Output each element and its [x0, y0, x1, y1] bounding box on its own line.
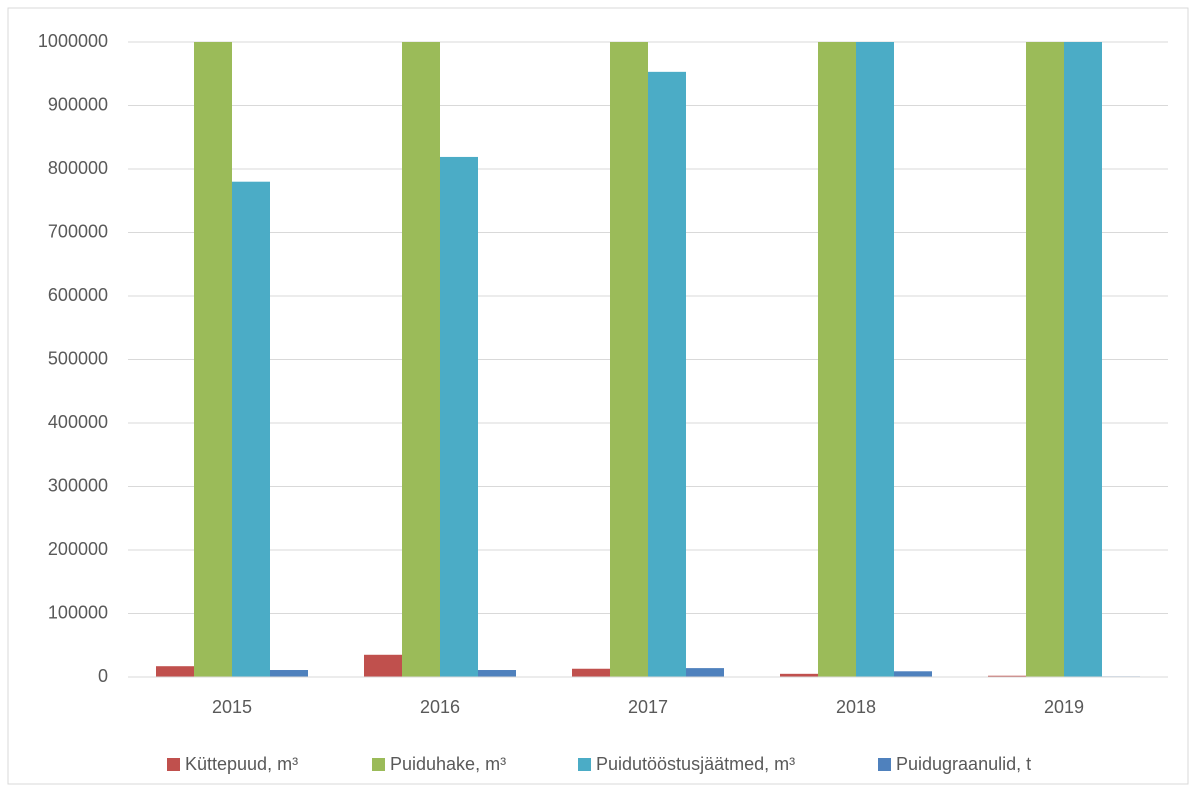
y-tick-label: 500000: [48, 348, 108, 368]
bar: [648, 71, 686, 678]
x-tick-label: 2019: [1044, 697, 1084, 717]
x-tick-label: 2015: [212, 697, 252, 717]
bar: [440, 156, 478, 677]
legend-label: Küttepuud, m³: [185, 754, 298, 774]
bar: [1026, 42, 1064, 677]
y-tick-label: 200000: [48, 539, 108, 559]
bar: [686, 668, 724, 677]
bar: [156, 666, 194, 677]
bar: [780, 673, 818, 677]
y-tick-label: 700000: [48, 221, 108, 241]
bar: [478, 670, 516, 677]
bar: [894, 671, 932, 677]
y-tick-label: 1000000: [38, 31, 108, 51]
y-tick-label: 0: [98, 666, 108, 686]
bar: [610, 42, 648, 677]
x-tick-label: 2017: [628, 697, 668, 717]
x-tick-label: 2016: [420, 697, 460, 717]
bar: [818, 42, 856, 677]
y-tick-label: 300000: [48, 475, 108, 495]
x-tick-label: 2018: [836, 697, 876, 717]
legend-swatch: [878, 758, 891, 771]
legend-label: Puidutööstusjäätmed, m³: [596, 754, 795, 774]
bar: [572, 668, 610, 677]
bar: [194, 42, 232, 677]
bar: [364, 654, 402, 677]
bar: [402, 42, 440, 677]
bar: [988, 675, 1026, 677]
y-tick-label: 400000: [48, 412, 108, 432]
legend-label: Puiduhake, m³: [390, 754, 506, 774]
y-tick-label: 800000: [48, 158, 108, 178]
bar: [1064, 42, 1102, 677]
legend-label: Puidugraanulid, t: [896, 754, 1031, 774]
legend-swatch: [167, 758, 180, 771]
legend-swatch: [578, 758, 591, 771]
y-tick-label: 100000: [48, 602, 108, 622]
bar: [232, 181, 270, 677]
y-tick-label: 900000: [48, 94, 108, 114]
bar: [856, 42, 894, 677]
y-tick-label: 600000: [48, 285, 108, 305]
legend-swatch: [372, 758, 385, 771]
bar: [270, 670, 308, 677]
